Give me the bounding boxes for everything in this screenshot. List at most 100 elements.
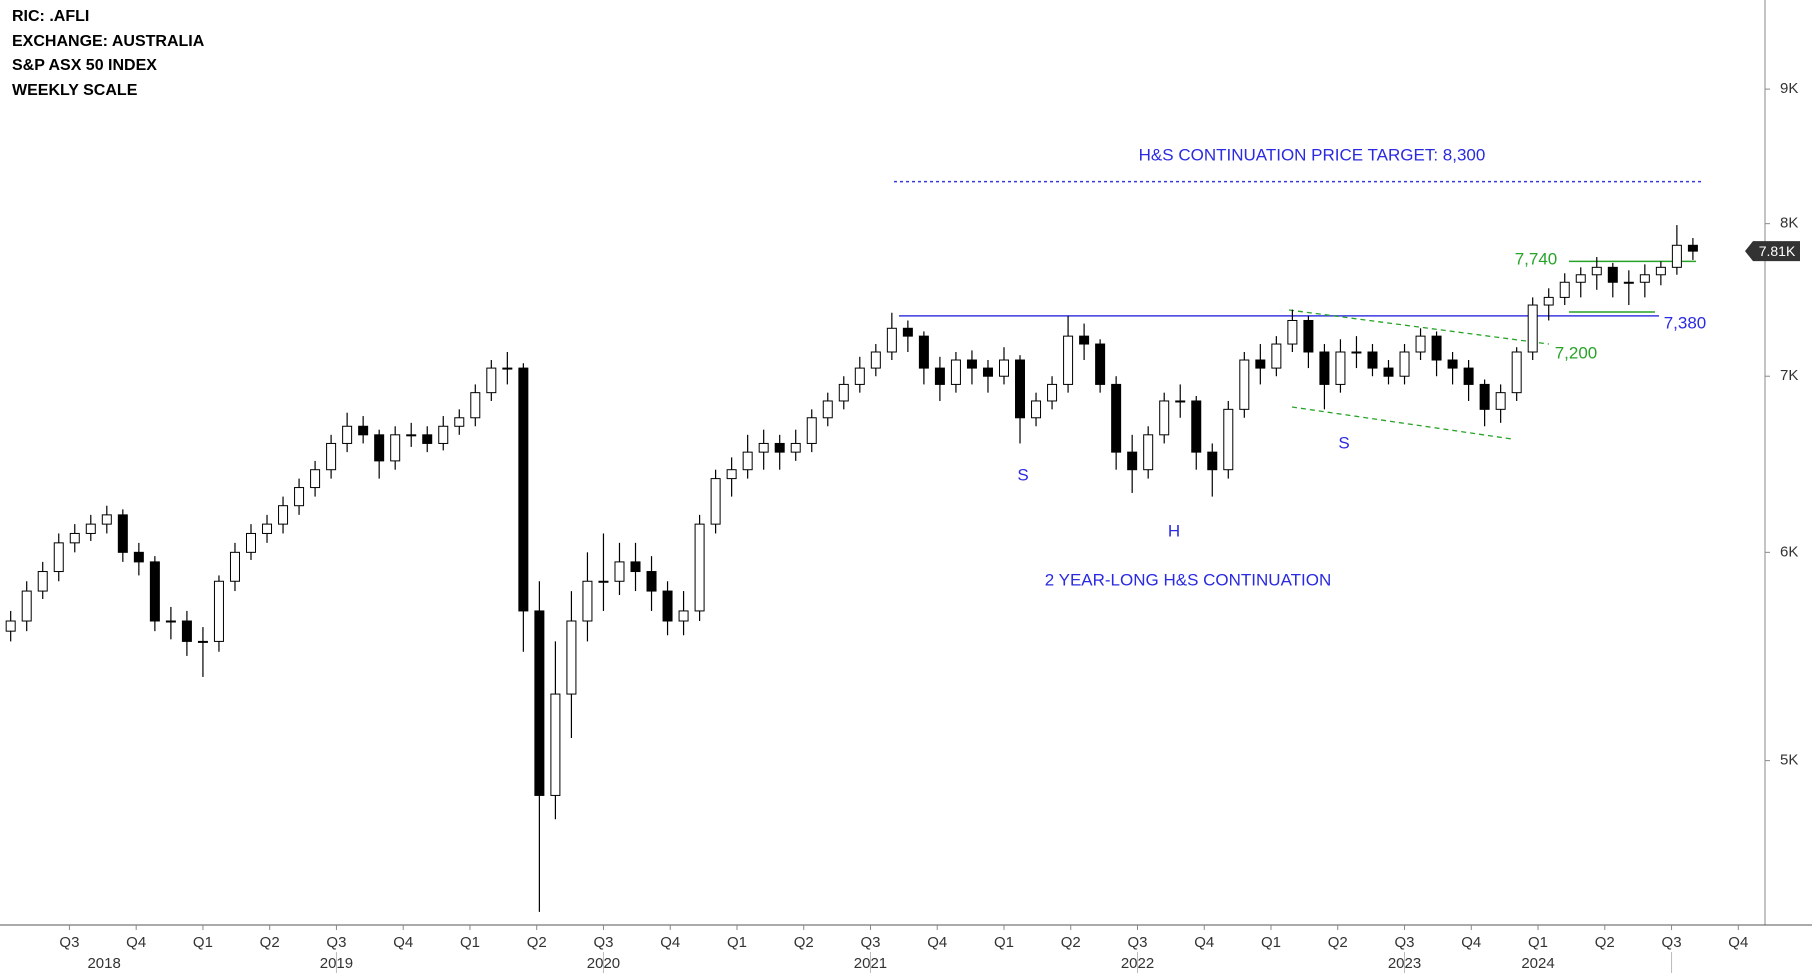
candle-body	[1623, 281, 1634, 284]
header-line: WEEKLY SCALE	[12, 82, 138, 99]
candle-body	[181, 620, 192, 642]
candle-body	[1111, 383, 1122, 453]
candle-body	[1383, 367, 1394, 377]
candle-body	[37, 571, 48, 592]
channel-bottom-line	[1291, 406, 1513, 440]
pattern-text: 2 YEAR-LONG H&S CONTINUATION	[1045, 570, 1332, 589]
candle-body	[1047, 383, 1058, 402]
candle-body	[229, 551, 240, 582]
candle-body	[854, 367, 865, 385]
candle-body	[245, 532, 256, 553]
candle-body	[1399, 351, 1410, 377]
candle-body	[1271, 343, 1282, 369]
channel-top-line	[1288, 309, 1550, 345]
candle-body	[197, 640, 208, 643]
candle-body	[1143, 434, 1154, 471]
candle-body	[1303, 319, 1314, 353]
candle-body	[406, 434, 417, 437]
x-tick-label: Q4	[927, 934, 947, 951]
x-tick-label: Q2	[1061, 934, 1081, 951]
candle-body	[838, 383, 849, 402]
candle-body	[1447, 359, 1458, 369]
year-label: 2022	[1121, 955, 1154, 972]
candle-body	[278, 505, 289, 525]
x-tick-label: Q2	[260, 934, 280, 951]
candle-body	[710, 478, 721, 525]
candle-body	[1543, 296, 1554, 306]
x-tick-label: Q3	[860, 934, 880, 951]
candle-body	[534, 610, 545, 796]
year-label: 2024	[1521, 955, 1554, 972]
candle-body	[822, 400, 833, 419]
x-tick-label: Q4	[126, 934, 146, 951]
candle-body	[1095, 343, 1106, 385]
x-tick-label: Q4	[393, 934, 413, 951]
candle-body	[1415, 335, 1426, 353]
candle-body	[1319, 351, 1330, 385]
candle-body	[950, 359, 961, 385]
candle-body	[21, 590, 32, 622]
candle-body	[1223, 408, 1234, 471]
y-tick-label: 8K	[1780, 215, 1798, 232]
x-tick-label: Q3	[1662, 934, 1682, 951]
neckline-label: 7,380	[1664, 313, 1707, 332]
candle-body	[1255, 359, 1266, 369]
candle-body	[390, 434, 401, 462]
candle-body	[966, 359, 977, 369]
candle-body	[53, 542, 64, 573]
candle-body	[806, 417, 817, 444]
x-tick-label: Q2	[527, 934, 547, 951]
header-line: EXCHANGE: AUSTRALIA	[12, 33, 205, 50]
x-tick-label: Q4	[1461, 934, 1481, 951]
candle-body	[470, 392, 481, 419]
x-tick-label: Q3	[593, 934, 613, 951]
candle-body	[486, 367, 497, 394]
candle-body	[262, 523, 273, 534]
header: RIC: .AFLI EXCHANGE: AUSTRALIA S&P ASX 5…	[12, 8, 205, 99]
header-line: RIC: .AFLI	[12, 8, 89, 25]
candle-body	[1191, 400, 1202, 453]
candle-body	[85, 523, 96, 534]
candle-body	[598, 580, 609, 583]
x-tick-label: Q3	[1127, 934, 1147, 951]
x-tick-label: Q1	[460, 934, 480, 951]
candle-body	[5, 620, 16, 632]
x-tick-label: Q2	[794, 934, 814, 951]
x-tick-label: Q1	[1261, 934, 1281, 951]
year-label: 2021	[854, 955, 887, 972]
candle-body	[902, 327, 913, 337]
x-tick-label: Q2	[1595, 934, 1615, 951]
candle-body	[982, 367, 993, 377]
candle-body	[742, 451, 753, 471]
head-label: H	[1168, 521, 1180, 540]
y-tick-label: 6K	[1780, 543, 1798, 560]
x-tick-label: Q4	[660, 934, 680, 951]
candle-body	[1495, 392, 1506, 410]
candle-body	[1559, 281, 1570, 298]
candle-body	[133, 551, 144, 563]
resistance-label: 7,740	[1515, 249, 1558, 268]
x-tick-label: Q4	[1194, 934, 1214, 951]
candle-body	[566, 620, 577, 695]
candle-body	[1575, 274, 1586, 283]
candle-body	[1431, 335, 1442, 361]
candle-body	[662, 590, 673, 622]
candle-body	[1351, 351, 1362, 354]
candle-body	[374, 434, 385, 462]
candle-body	[213, 580, 224, 642]
channel-top-label: 7,200	[1555, 343, 1598, 362]
candle-body	[694, 523, 705, 612]
y-tick-label: 9K	[1780, 80, 1798, 97]
candle-body	[1639, 274, 1650, 283]
candle-body	[1079, 335, 1090, 345]
candle-body	[1287, 319, 1298, 345]
left-shoulder-label: S	[1017, 465, 1028, 484]
candle-body	[1527, 304, 1538, 353]
candle-body	[790, 442, 801, 453]
candle-body	[1591, 266, 1602, 276]
candle-body	[117, 514, 128, 553]
candle-body	[1127, 451, 1138, 471]
candle-body	[918, 335, 929, 369]
candle-body	[550, 693, 561, 796]
x-tick-label: Q1	[727, 934, 747, 951]
